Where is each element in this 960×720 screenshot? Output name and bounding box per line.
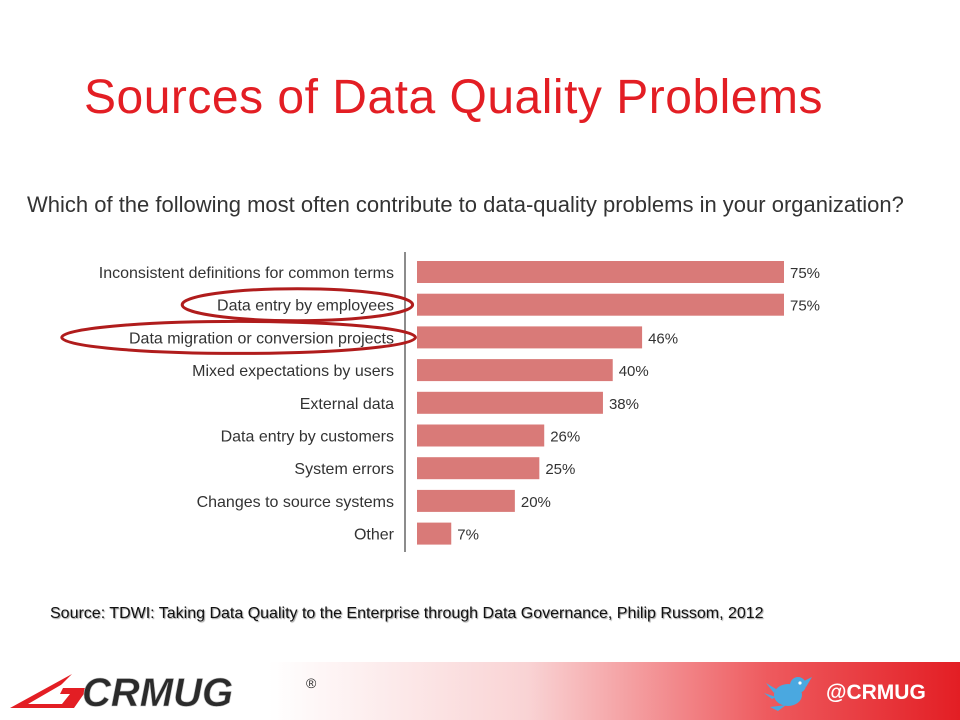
- category-label: Data entry by employees: [217, 298, 394, 315]
- category-label: Data entry by customers: [221, 429, 394, 446]
- value-label: 26%: [550, 429, 580, 446]
- logo-swoosh-inner: [28, 682, 70, 704]
- source-citation: Source: TDWI: Taking Data Quality to the…: [50, 605, 764, 622]
- bar: [417, 359, 613, 382]
- category-label: Data migration or conversion projects: [129, 330, 394, 347]
- value-label: 46%: [648, 330, 678, 347]
- value-label: 7%: [457, 527, 479, 544]
- bar: [417, 457, 540, 480]
- chart-title: Which of the following most often contri…: [27, 192, 904, 217]
- category-label: Other: [354, 527, 395, 544]
- category-label: External data: [300, 396, 394, 413]
- twitter-handle: @CRMUG: [826, 681, 926, 704]
- bar: [417, 261, 784, 283]
- highlight-oval: [180, 287, 415, 323]
- category-label: System errors: [294, 461, 394, 478]
- bar: [417, 522, 452, 545]
- value-label: 20%: [521, 494, 551, 511]
- bar: [417, 489, 515, 512]
- bar: [417, 391, 603, 414]
- logo-registered-mark: ®: [306, 675, 317, 691]
- value-label: 75%: [790, 265, 820, 282]
- bar-chart: Inconsistent definitions for common term…: [60, 252, 820, 552]
- value-label: 75%: [790, 298, 820, 315]
- slide-title: Sources of Data Quality Problems: [84, 71, 823, 124]
- highlight-oval: [60, 319, 417, 355]
- category-label: Mixed expectations by users: [192, 363, 394, 380]
- value-label: 40%: [619, 363, 649, 380]
- value-label: 38%: [609, 396, 639, 413]
- category-label: Changes to source systems: [197, 494, 394, 511]
- twitter-bird-icon: [764, 677, 812, 711]
- logo-swoosh-outer: [10, 674, 88, 708]
- bar: [417, 293, 784, 316]
- bar: [417, 326, 643, 349]
- value-label: 25%: [545, 461, 575, 478]
- logo-text: CRMUG: [82, 671, 233, 715]
- bar: [417, 424, 545, 447]
- category-label: Inconsistent definitions for common term…: [99, 265, 394, 282]
- crmug-logo: CRMUG ®: [10, 671, 317, 715]
